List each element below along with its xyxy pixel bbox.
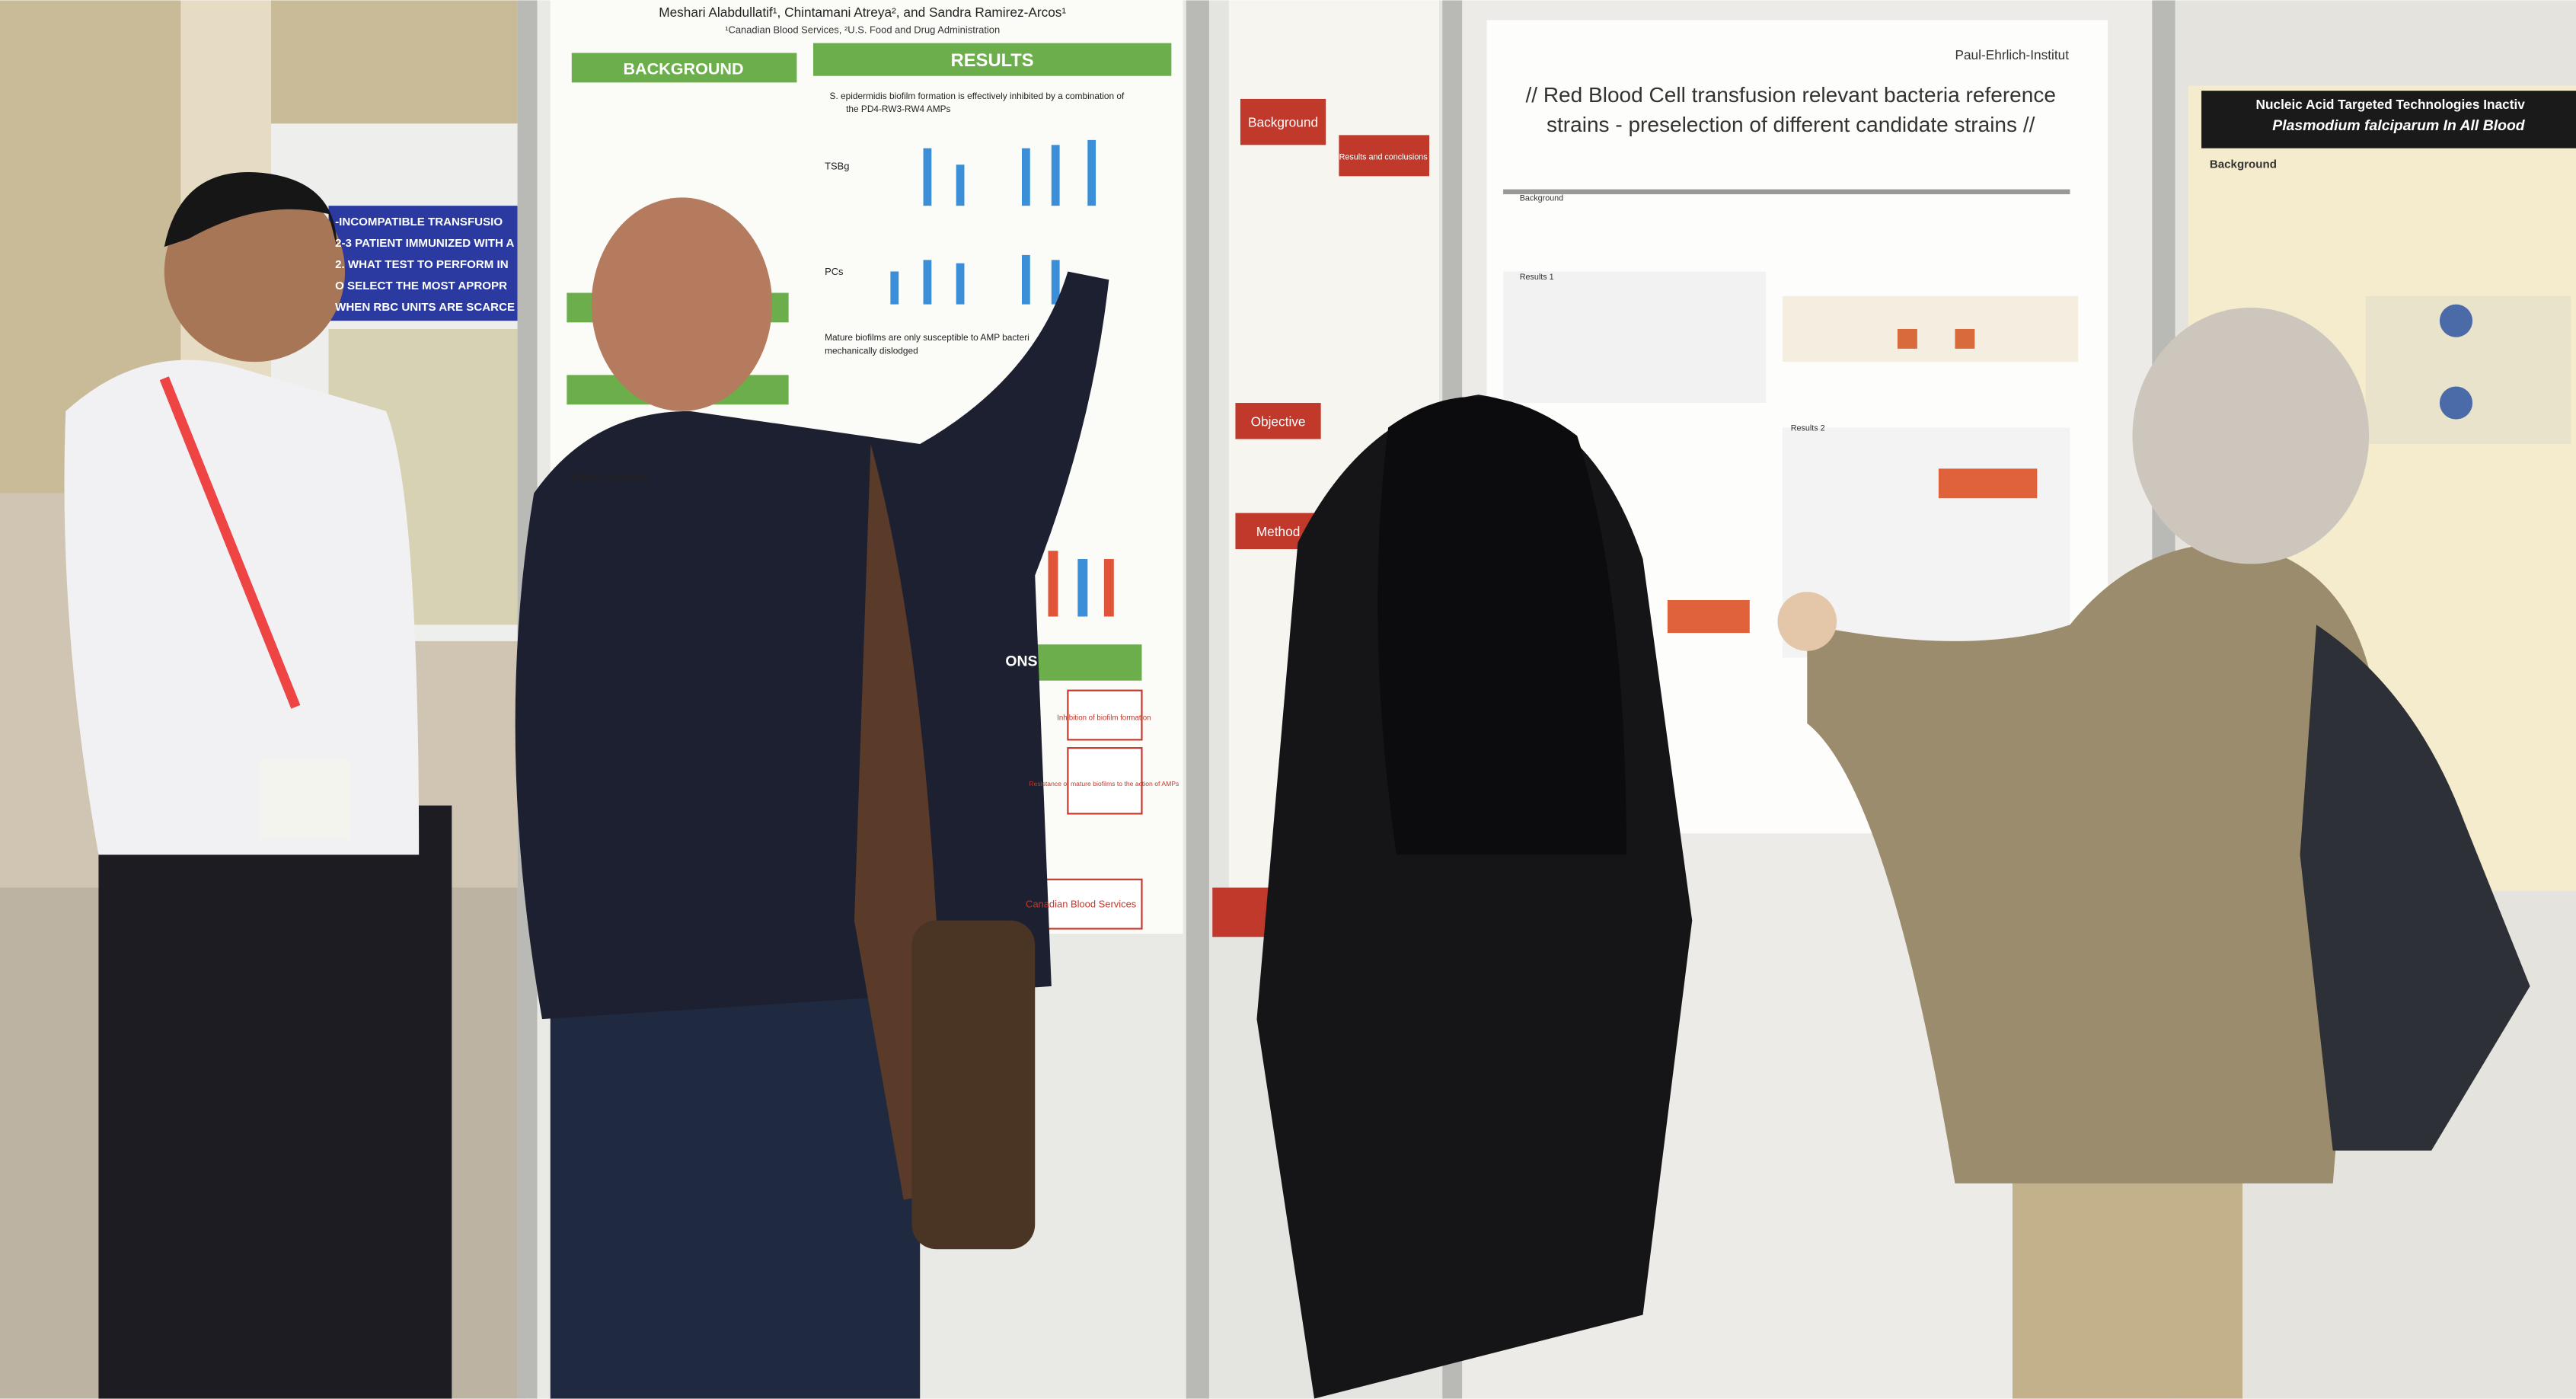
poster-middle-shape: [1339, 135, 1430, 177]
section-heading: BACKGROUND: [623, 59, 743, 78]
poster-text: O SELECT THE MOST APROPR: [335, 279, 507, 292]
bar-chart-graphic-shape: [1021, 148, 1030, 206]
text-layer: Meshari Alabdullatif¹, Chintamani Atreya…: [335, 5, 2526, 909]
poster-far-right-shape: [2439, 304, 2473, 337]
section-heading: ONS: [1005, 653, 1037, 669]
person-woman-shape: [1377, 396, 1626, 855]
poster-far-right-shape: [2201, 91, 2576, 149]
institute: Paul-Ehrlich-Institut: [1955, 47, 2069, 62]
person-right-shape: [2300, 624, 2530, 1151]
conclusion-box: Inhibition of biofilm formation: [1057, 714, 1151, 722]
poster-title: strains - preselection of different cand…: [1547, 113, 2035, 136]
bar-chart-graphic-shape: [1077, 559, 1088, 617]
person-left-shape: [259, 759, 350, 838]
person-left-shape: [64, 359, 420, 855]
poster-far-left-shape: [328, 206, 518, 321]
section-heading: Results 1: [1520, 273, 1554, 282]
bar-chart-graphic-shape: [1087, 139, 1096, 206]
poster-affiliations: ¹Canadian Blood Services, ²U.S. Food and…: [725, 24, 1000, 36]
person-center-shape: [591, 197, 773, 411]
bar-chart-graphic-shape: [956, 263, 965, 305]
poster-authors: Meshari Alabdullatif¹, Chintamani Atreya…: [659, 5, 1066, 20]
bar-chart-graphic-shape: [923, 260, 932, 305]
person-center-shape: [911, 920, 1036, 1250]
person-center-shape: [550, 985, 921, 1399]
bar-chart-graphic-shape: [1051, 145, 1060, 206]
bar-chart-graphic-shape: [1051, 260, 1060, 305]
poster-left-shape: [1067, 747, 1143, 815]
section-heading: Method: [1256, 524, 1301, 539]
poster-text: 2-3 PATIENT IMMUNIZED WITH A: [335, 237, 514, 250]
person-woman: [1256, 394, 1693, 1399]
section-text: Peptide synthesis: [572, 471, 649, 482]
poster-middle-shape: [1235, 403, 1321, 439]
bar-chart-graphic-shape: [923, 148, 932, 206]
row-label: PCs: [825, 266, 843, 277]
poster-right-shape: [1897, 328, 1917, 349]
person-right-shape: [1807, 542, 2374, 1183]
bar-chart-graphic-shape: [890, 271, 899, 305]
poster-title: // Red Blood Cell transfusion relevant b…: [1525, 83, 2055, 107]
bar-chart-graphic-shape: [1021, 254, 1030, 305]
poster-middle-shape: [1240, 98, 1326, 145]
section-heading: Background: [1520, 194, 1563, 203]
result-text: mechanically dislodged: [825, 345, 918, 356]
person-right: [1777, 307, 2530, 1399]
bar-chart-graphic-shape: [956, 164, 965, 206]
poster-far-right-shape: [2439, 386, 2473, 420]
poster-left-shape: [812, 43, 1172, 76]
poster-text: -INCOMPATIBLE TRANSFUSIO: [335, 216, 503, 228]
conclusion-box: Resistance of mature biofilms to the act…: [1029, 780, 1179, 787]
section-heading: Objective: [1251, 414, 1306, 429]
section-heading: Background: [1248, 115, 1318, 130]
poster-left-shape: [1067, 689, 1143, 741]
person-left-shape: [159, 376, 301, 709]
person-left-shape: [164, 172, 337, 248]
poster-left-shape: [571, 53, 797, 83]
poster-text: WHEN RBC UNITS ARE SCARCE: [335, 301, 515, 314]
section-heading: Background: [2210, 158, 2277, 171]
row-label: TSBg: [825, 161, 849, 172]
person-left-shape: [98, 805, 452, 1399]
person-left: [64, 172, 452, 1399]
logo-text: Canadian Blood Services: [1026, 898, 1136, 909]
person-right-shape: [2132, 307, 2370, 564]
poster-text: 2. WHAT TEST TO PERFORM IN: [335, 258, 509, 271]
poster-right-shape: [1667, 599, 1750, 634]
poster-right-shape: [1955, 328, 1975, 349]
bar-chart-graphic-shape: [1103, 559, 1114, 617]
poster-right-shape: [1782, 295, 2079, 363]
section-heading: Results and conclusions: [1339, 153, 1428, 162]
bar-chart-graphic-shape: [1048, 551, 1058, 617]
poster-right-shape: [1938, 468, 2038, 499]
poster-title: Nucleic Acid Targeted Technologies Inact…: [2256, 97, 2526, 112]
result-text: the PD4-RW3-RW4 AMPs: [846, 104, 950, 114]
result-text: Mature biofilms are only susceptible to …: [825, 332, 1029, 343]
poster-title: Plasmodium falciparum In All Blood: [2272, 117, 2526, 134]
person-center: [515, 197, 1109, 1399]
result-text: S. epidermidis biofilm formation is effe…: [830, 91, 1125, 101]
poster-right-shape: [1503, 271, 1767, 404]
section-heading: RESULTS: [951, 51, 1034, 71]
person-right-shape: [1777, 592, 1837, 651]
poster-board-shape: [1186, 0, 1209, 1399]
poster-right-shape: [1503, 189, 2070, 195]
person-center-shape: [515, 271, 1109, 1020]
section-heading: Results 2: [1791, 424, 1825, 433]
